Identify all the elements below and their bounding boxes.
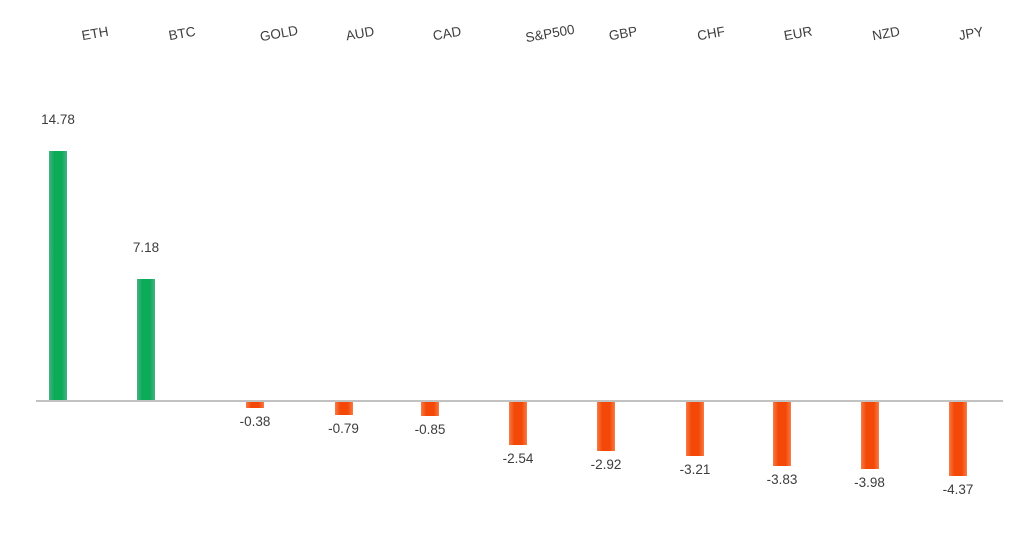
bar-eur [773, 402, 791, 467]
value-label-eur: -3.83 [766, 472, 798, 488]
category-label-eur: EUR [782, 23, 814, 44]
value-label-aud: -0.79 [328, 421, 359, 437]
bar-eth [49, 151, 67, 400]
x-axis-line [36, 400, 1003, 402]
value-label-nzd: -3.98 [854, 474, 885, 490]
category-label-gold: GOLD [258, 22, 300, 45]
value-label-jpy: -4.37 [942, 481, 974, 497]
category-label-jpy: JPY [957, 23, 985, 44]
category-label-btc: BTC [167, 23, 197, 44]
bar-btc [137, 279, 155, 400]
bar-gold [246, 402, 264, 409]
value-label-gbp: -2.92 [590, 457, 622, 473]
value-label-s-p500: -2.54 [502, 450, 534, 466]
bar-chf [686, 402, 704, 457]
bar-aud [334, 402, 353, 416]
bar-gbp [597, 402, 615, 452]
bar-cad [421, 402, 439, 417]
bar-jpy [949, 402, 967, 476]
value-label-cad: -0.85 [414, 422, 446, 438]
value-label-btc: 7.18 [132, 240, 160, 256]
category-label-eth: ETH [80, 23, 110, 44]
category-label-cad: CAD [431, 23, 463, 44]
category-label-aud: AUD [344, 23, 376, 44]
category-label-nzd: NZD [871, 23, 901, 44]
value-label-gold: -0.38 [239, 414, 271, 430]
bar-s-p500 [509, 402, 527, 445]
category-label-chf: CHF [696, 23, 726, 44]
value-label-eth: 14.78 [41, 112, 75, 128]
value-label-chf: -3.21 [679, 462, 711, 478]
bar-nzd [860, 402, 879, 469]
